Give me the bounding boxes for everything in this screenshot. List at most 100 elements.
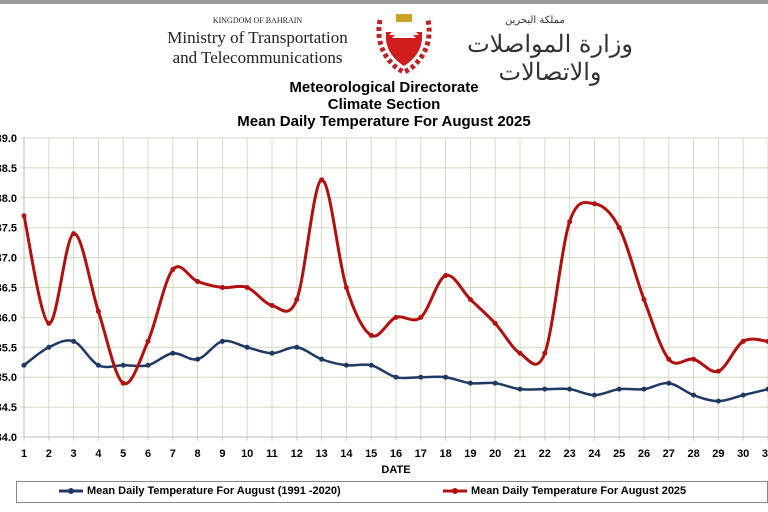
data-point: [691, 392, 697, 398]
data-point: [145, 362, 151, 368]
data-point: [443, 273, 449, 279]
legend: Mean Daily Temperature For August (1991 …: [16, 481, 768, 503]
x-tick-label: 20: [489, 448, 501, 460]
data-point: [393, 374, 399, 380]
data-point: [517, 350, 523, 356]
x-tick-label: 15: [365, 448, 377, 460]
top-border: [0, 0, 768, 4]
data-point: [641, 296, 647, 302]
data-point: [294, 296, 300, 302]
data-point: [492, 320, 498, 326]
arabic-kingdom-label: مملكة البحرين: [505, 15, 565, 26]
ministry-line-2: and Telecommunications: [172, 48, 343, 67]
x-tick-label: 17: [415, 448, 427, 460]
data-point: [492, 380, 498, 386]
x-tick-label: 28: [687, 448, 699, 460]
data-point: [393, 314, 399, 320]
x-tick-label: 7: [170, 448, 176, 460]
x-tick-label: 29: [712, 448, 724, 460]
x-tick-label: 30: [737, 448, 749, 460]
data-point: [765, 386, 768, 392]
line-chart: 39.0 38.5 38.0 37.5 37.0 36.5 36.0 35.5 35.0 34.5…: [0, 133, 768, 476]
data-point: [195, 279, 201, 285]
x-tick-label: 16: [390, 448, 402, 460]
y-tick-label: 35.0: [0, 372, 17, 384]
x-axis-label: DATE: [381, 464, 410, 476]
x-tick-label: 3: [71, 448, 77, 460]
x-tick-label: 1: [21, 448, 27, 460]
data-point: [71, 231, 77, 237]
data-point: [195, 356, 201, 362]
x-tick-label: 13: [315, 448, 327, 460]
x-tick-label: 6: [145, 448, 151, 460]
data-point: [715, 368, 721, 374]
data-point: [368, 362, 374, 368]
data-point: [368, 332, 374, 338]
data-point: [443, 374, 449, 380]
ministry-line-1: Ministry of Transportation: [167, 28, 348, 47]
bahrain-emblem-icon: [376, 14, 432, 74]
data-point: [740, 392, 746, 398]
legend-item-2025: Mean Daily Temperature For August 2025: [443, 485, 686, 497]
data-point: [244, 285, 250, 290]
y-tick-label: 37.5: [0, 223, 17, 235]
x-tick-label: 31: [762, 448, 768, 460]
y-tick-label: 39.0: [0, 133, 17, 145]
x-tick-label: 8: [195, 448, 201, 460]
x-tick-label: 26: [638, 448, 650, 460]
x-tick-label: 19: [464, 448, 476, 460]
title-line-1: Meteorological Directorate: [289, 79, 479, 96]
y-tick-label: 34.0: [0, 432, 17, 444]
data-point: [95, 362, 101, 368]
chart-title: Meteorological Directorate Climate Secti…: [0, 79, 768, 130]
arabic-ministry-name: وزارة المواصلات والاتصالات: [467, 30, 633, 86]
data-point: [46, 320, 52, 326]
x-tick-label: 9: [219, 448, 225, 460]
data-point: [319, 356, 325, 362]
data-point: [319, 177, 325, 183]
x-tick-label: 5: [120, 448, 126, 460]
y-tick-label: 38.5: [0, 163, 17, 175]
data-point: [343, 362, 349, 368]
y-tick-label: 38.0: [0, 193, 17, 205]
data-point: [467, 380, 473, 386]
data-point: [343, 285, 349, 290]
data-point: [120, 380, 126, 386]
x-tick-label: 10: [241, 448, 253, 460]
data-point: [591, 201, 597, 207]
data-point: [542, 350, 548, 356]
data-point: [542, 386, 548, 392]
data-point: [666, 380, 672, 386]
data-point: [170, 350, 176, 356]
x-tick-label: 27: [663, 448, 675, 460]
title-line-3: Mean Daily Temperature For August 2025: [237, 113, 531, 130]
data-point: [715, 398, 721, 404]
x-tick-label: 21: [514, 448, 526, 460]
data-point: [765, 338, 768, 344]
data-point: [418, 374, 424, 380]
data-point: [219, 285, 225, 290]
x-tick-label: 25: [613, 448, 625, 460]
data-point: [517, 386, 523, 392]
data-point: [666, 356, 672, 362]
data-point: [294, 344, 300, 350]
data-point: [120, 362, 126, 368]
data-point: [591, 392, 597, 398]
y-tick-label: 35.5: [0, 342, 17, 354]
x-tick-label: 4: [95, 448, 102, 460]
x-tick-label: 14: [340, 448, 353, 460]
data-point: [95, 308, 101, 314]
data-point: [269, 302, 275, 308]
series-line-1: [22, 178, 768, 386]
data-point: [71, 338, 77, 344]
data-point: [418, 314, 424, 320]
x-tick-label: 11: [266, 448, 278, 460]
x-tick-label: 24: [588, 448, 601, 460]
data-point: [691, 356, 697, 362]
data-point: [244, 344, 250, 350]
legend-label-normal: Mean Daily Temperature For August (1991 …: [87, 485, 341, 497]
data-point: [467, 296, 473, 302]
x-tick-label: 23: [563, 448, 575, 460]
legend-marker-2025: [443, 488, 467, 494]
y-tick-label: 37.0: [0, 253, 17, 265]
